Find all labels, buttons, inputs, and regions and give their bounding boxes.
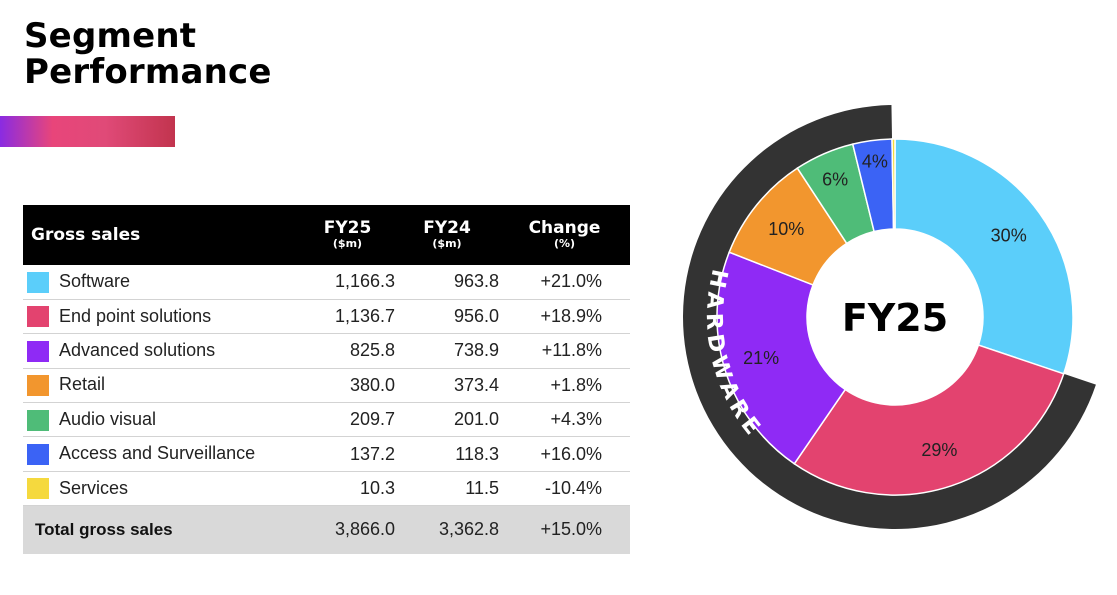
donut-center [807, 229, 983, 405]
table-header-row: Gross sales FY25 ($m) FY24 ($m) Change (… [23, 205, 630, 265]
header-change-unit: (%) [553, 237, 576, 250]
slice-label: 30% [991, 225, 1027, 245]
header-fy24-unit: ($m) [432, 237, 462, 250]
total-change: +15.0% [540, 519, 602, 540]
legend-swatch [27, 375, 49, 397]
slice-label: 21% [743, 348, 779, 368]
fy24-value: 118.3 [455, 443, 499, 464]
fy25-value: 10.3 [359, 478, 395, 499]
change-value: +1.8% [550, 374, 602, 395]
legend-swatch [27, 340, 49, 362]
segment-name: Software [59, 271, 131, 292]
header-fy24-label: FY24 [423, 218, 471, 238]
header-change: Change (%) [499, 205, 630, 265]
segment-name: Retail [59, 374, 106, 395]
slice-label: 10% [768, 219, 804, 239]
change-value: +4.3% [550, 409, 602, 430]
fy25-value: 380.0 [349, 374, 395, 395]
table-row: Advanced solutions 825.8 738.9 +11.8% [23, 334, 630, 369]
accent-gradient-bar [0, 116, 175, 147]
change-value: +16.0% [540, 443, 602, 464]
segment-name: End point solutions [59, 305, 212, 326]
fy25-value: 209.7 [349, 409, 395, 430]
page-title-line2: Performance [24, 52, 272, 92]
table-row: End point solutions 1,136.7 956.0 +18.9% [23, 299, 630, 334]
change-value: +21.0% [540, 271, 602, 292]
header-fy25-label: FY25 [323, 218, 372, 238]
legend-swatch [27, 306, 49, 328]
segment-name: Audio visual [59, 408, 157, 429]
change-value: +11.8% [541, 340, 602, 361]
total-label: Total gross sales [35, 519, 173, 539]
legend-swatch [27, 444, 49, 466]
table-row: Software 1,166.3 963.8 +21.0% [23, 265, 630, 300]
segment-name: Services [59, 477, 129, 498]
fy25-value: 1,166.3 [334, 271, 395, 292]
header-fy25-unit: ($m) [332, 237, 363, 250]
fy25-value: 1,136.7 [334, 306, 395, 327]
slice-label: 4% [862, 151, 888, 171]
table-row: Audio visual 209.7 201.0 +4.3% [23, 403, 630, 437]
gross-sales-table: Gross sales FY25 ($m) FY24 ($m) Change (… [23, 205, 630, 554]
header-fy24: FY24 ($m) [395, 205, 499, 265]
table-row: Retail 380.0 373.4 +1.8% [23, 368, 630, 403]
fy25-value: 137.2 [349, 443, 395, 464]
total-fy24: 3,362.8 [438, 519, 499, 540]
chart-center-title: FY25 [842, 296, 948, 340]
segment-name: Advanced solutions [59, 340, 216, 361]
legend-swatch [27, 478, 49, 500]
fy24-value: 963.8 [453, 271, 499, 292]
fy24-value: 11.5 [465, 478, 499, 499]
fy24-value: 373.4 [453, 374, 499, 395]
page-title: Segment Performance [24, 18, 272, 90]
change-value: +18.9% [540, 306, 602, 327]
fy24-value: 201.0 [453, 409, 499, 430]
change-value: -10.4% [544, 478, 602, 499]
total-row: Total gross sales 3,866.0 3,362.8 +15.0% [23, 505, 630, 554]
table-row: Services 10.3 11.5 -10.4% [23, 471, 630, 506]
legend-swatch [27, 271, 49, 293]
header-change-label: Change [528, 218, 601, 238]
segment-name: Access and Surveillance [59, 443, 256, 464]
page-title-line1: Segment [24, 16, 197, 56]
slice-label: 6% [822, 169, 848, 189]
legend-swatch [27, 409, 49, 431]
slice-label: 29% [921, 440, 957, 460]
total-fy25: 3,866.0 [334, 519, 395, 540]
table-row: Access and Surveillance 137.2 118.3 +16.… [23, 437, 630, 472]
header-fy25: FY25 ($m) [300, 205, 395, 265]
header-gross-sales: Gross sales [31, 225, 141, 245]
fy25-value: 825.8 [349, 340, 395, 361]
fy24-value: 956.0 [453, 306, 499, 327]
fy24-value: 738.9 [453, 340, 499, 361]
